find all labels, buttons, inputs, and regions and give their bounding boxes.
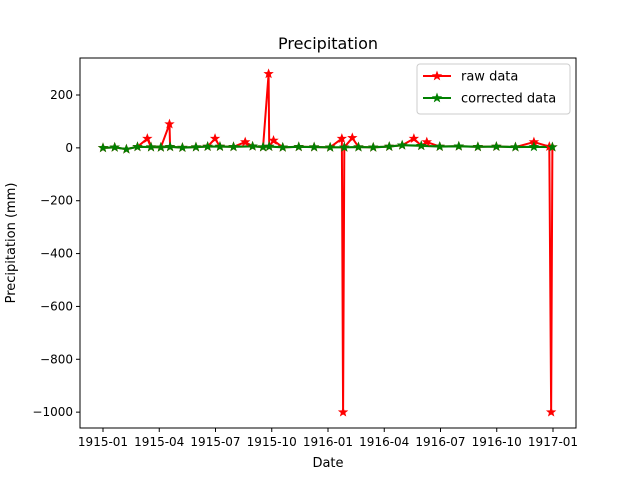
y-tick-label: 200 [50, 88, 73, 102]
data-point-raw-data [408, 133, 420, 144]
x-axis-label: Date [312, 456, 343, 471]
data-point-raw-data [347, 132, 358, 143]
data-point-corrected-data [547, 141, 558, 152]
data-point-corrected-data [368, 141, 379, 152]
chart-title: Precipitation [278, 34, 378, 53]
y-axis: 200 0 −200 −400 −600 −800 −1000 [32, 88, 80, 419]
data-point-corrected-data [339, 141, 350, 152]
x-tick-label: 1916-04 [359, 435, 409, 449]
x-tick-label: 1915-01 [78, 435, 128, 449]
data-point-corrected-data [353, 141, 364, 152]
legend: raw data corrected data [416, 63, 571, 115]
legend-marker-corrected-data [431, 92, 443, 103]
data-point-corrected-data [277, 141, 288, 152]
data-point-corrected-data [324, 141, 336, 152]
data-point-corrected-data [202, 141, 213, 151]
data-point-raw-data [268, 135, 279, 145]
data-point-raw-data [240, 136, 251, 147]
legend-label-raw-data: raw data [461, 70, 518, 85]
y-tick-label: −400 [40, 247, 73, 261]
data-point-corrected-data [97, 142, 109, 153]
data-point-corrected-data [453, 140, 465, 151]
data-point-corrected-data [109, 141, 120, 152]
data-point-corrected-data [190, 141, 202, 152]
data-point-corrected-data [416, 140, 427, 151]
marker-layer [97, 68, 558, 417]
data-point-corrected-data [384, 141, 395, 151]
data-point-corrected-data [528, 141, 540, 152]
x-tick-label: 1917-01 [528, 435, 578, 449]
legend-box [416, 63, 571, 115]
data-point-corrected-data [434, 141, 445, 151]
y-tick-label: −200 [40, 194, 73, 208]
data-point-raw-data [545, 406, 557, 417]
legend-marker-raw-data [431, 70, 443, 81]
data-point-corrected-data [132, 141, 143, 152]
data-point-corrected-data [472, 141, 484, 152]
data-point-corrected-data [396, 139, 408, 150]
y-axis-label: Precipitation (mm) [4, 183, 19, 304]
data-point-corrected-data [228, 141, 239, 152]
plot-area [97, 68, 558, 417]
data-point-raw-data [421, 136, 432, 147]
data-point-raw-data [336, 133, 348, 144]
legend-label-corrected-data: corrected data [461, 92, 556, 107]
data-point-corrected-data [247, 140, 258, 151]
data-point-raw-data [142, 133, 153, 144]
data-point-corrected-data [145, 141, 157, 152]
data-point-raw-data [164, 118, 175, 129]
y-tick-label: −800 [40, 352, 73, 366]
x-tick-label: 1916-01 [303, 435, 353, 449]
data-point-corrected-data [510, 141, 521, 152]
data-point-corrected-data [121, 143, 132, 154]
data-point-corrected-data [214, 141, 226, 151]
data-point-corrected-data [308, 141, 320, 152]
data-point-corrected-data [293, 141, 304, 152]
y-tick-label: 0 [65, 141, 73, 155]
data-point-raw-data [337, 406, 349, 417]
data-point-raw-data [263, 68, 274, 79]
x-tick-label: 1916-07 [415, 435, 465, 449]
y-tick-label: −600 [40, 299, 73, 313]
data-point-corrected-data [155, 141, 167, 152]
y-tick-label: −1000 [32, 405, 73, 419]
x-axis: 1915-01 1915-04 1915-07 1915-10 1916-01 1916-… [78, 428, 578, 449]
data-point-raw-data [209, 133, 221, 144]
data-point-corrected-data [264, 141, 275, 151]
x-tick-label: 1915-04 [134, 435, 184, 449]
x-tick-label: 1916-10 [472, 435, 522, 449]
data-point-corrected-data [164, 141, 176, 152]
data-point-corrected-data [177, 142, 188, 153]
x-tick-label: 1915-10 [247, 435, 297, 449]
data-point-corrected-data [491, 141, 502, 151]
x-tick-label: 1915-07 [190, 435, 240, 449]
